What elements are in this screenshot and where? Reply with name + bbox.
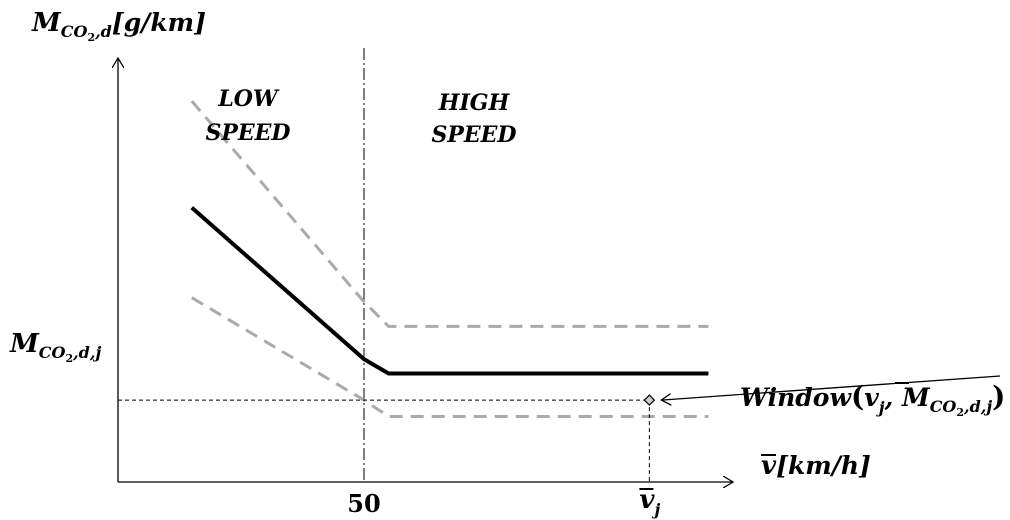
x-tick-label-50: 50 [347, 489, 380, 518]
band-dashed-line-1 [190, 100, 709, 328]
region-high-line2: SPEED [431, 122, 516, 148]
band-dashed-line-2 [191, 296, 709, 418]
annotation-window-label: Window(vj, MCO2,d,j) [740, 380, 1005, 419]
window-point-marker [643, 394, 656, 406]
x-tick-label-vj: vj [639, 485, 660, 519]
y-reference-label: MCO2,d,j [9, 329, 101, 365]
x-axis-label: v[km/h] [761, 451, 871, 481]
main-series-line [190, 206, 709, 376]
annotation-arrow [661, 375, 1001, 400]
region-high-line1: HIGH [438, 90, 511, 116]
y-axis-label: MCO2,d[g/km] [31, 8, 206, 44]
region-low-line1: LOW [217, 86, 280, 112]
region-low-line2: SPEED [205, 120, 290, 146]
